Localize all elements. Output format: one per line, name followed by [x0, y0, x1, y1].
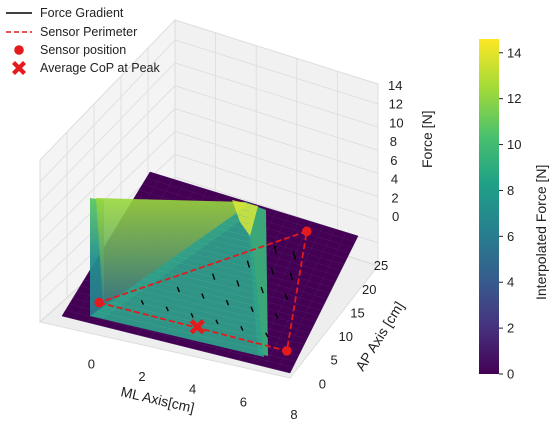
force-gradient-arrow-1 — [165, 306, 169, 312]
x-axis-ticks: 0 2 4 6 8 — [88, 356, 298, 422]
average-cop-marker — [189, 319, 205, 335]
x-tick-label: 6 — [240, 394, 247, 409]
force-gradient-arrow-10 — [274, 313, 279, 319]
z-tick-label: 14 — [388, 78, 402, 93]
sensor-dot-S3 — [301, 226, 312, 237]
x-tick-label: 8 — [290, 407, 297, 422]
colorbar-tick-label: 2 — [507, 321, 514, 336]
z-tick-label: 6 — [390, 153, 397, 168]
z-tick-label: 8 — [390, 134, 397, 149]
pane-gridlines — [39, 32, 379, 323]
legend-dot-icon — [14, 45, 24, 55]
cop-x-stroke-b — [189, 319, 205, 335]
z-axis-label: Force [N] — [419, 110, 435, 168]
colorbar-tick-label: 12 — [507, 91, 521, 106]
force-gradient-marks — [140, 245, 296, 338]
colorbar-tick-label: 4 — [507, 275, 514, 290]
colorbar-tick-label: 0 — [507, 367, 514, 382]
colorbar-tick-label: 6 — [507, 229, 514, 244]
force-gradient-arrow-12 — [236, 280, 240, 287]
force-gradient-arrow-18 — [273, 245, 278, 254]
surface-highlight — [232, 200, 258, 236]
force-gradient-arrow-9 — [250, 306, 254, 313]
force-gradient-arrow-5 — [265, 332, 269, 338]
z-tick-label: 10 — [389, 115, 403, 130]
force-gradient-arrow-14 — [284, 293, 289, 301]
y-tick-label: 10 — [339, 329, 353, 344]
sensor-dot-S1 — [94, 297, 104, 308]
surface-mesh-lines — [96, 209, 264, 351]
y-tick-label: 20 — [362, 282, 376, 297]
force-gradient-arrow-13 — [260, 286, 264, 294]
y-tick-label: 25 — [374, 258, 388, 273]
colorbar-tick-label: 10 — [507, 137, 521, 152]
force-gradient-arrow-2 — [190, 313, 194, 318]
force-gradient-arrow-11 — [211, 273, 216, 280]
colorbar-gradient — [479, 39, 499, 374]
force-gradient-arrow-15 — [246, 260, 251, 268]
y-tick-label: 15 — [350, 305, 364, 320]
force-gradient-arrow-0 — [140, 300, 145, 305]
legend: Force Gradient Sensor Perimeter Sensor p… — [6, 6, 161, 75]
sensor-perimeter-line — [96, 229, 308, 352]
legend-label-force-gradient: Force Gradient — [40, 6, 124, 20]
legend-label-sensor-perimeter: Sensor Perimeter — [40, 25, 137, 39]
force-gradient-arrow-3 — [215, 319, 219, 325]
z-tick-label: 2 — [391, 190, 398, 205]
colorbar-ticks: 0 2 4 6 8 10 12 14 — [499, 45, 521, 382]
sensor-dot-S2 — [282, 346, 292, 356]
force-gradient-arrow-4 — [240, 326, 244, 331]
y-tick-label: 0 — [319, 376, 326, 391]
x-tick-label: 0 — [88, 356, 95, 371]
force-gradient-arrow-16 — [270, 267, 274, 275]
force-gradient-arrow-8 — [225, 299, 230, 306]
legend-x-icon — [12, 61, 26, 75]
sensor-perimeter — [96, 229, 308, 352]
colorbar: 0 2 4 6 8 10 12 14 Interpolated Force [N] — [479, 39, 549, 382]
legend-label-sensor-position: Sensor position — [40, 43, 126, 57]
sensor-positions — [94, 226, 312, 356]
z-tick-label: 12 — [389, 97, 403, 112]
z-tick-label: 4 — [391, 172, 398, 187]
z-tick-label: 0 — [392, 209, 399, 224]
force-gradient-arrow-6 — [176, 286, 180, 293]
force-gradient-arrow-7 — [201, 293, 205, 299]
colorbar-tick-label: 8 — [507, 183, 514, 198]
y-tick-label: 5 — [330, 353, 337, 368]
force-gradient-arrow-19 — [292, 251, 296, 260]
force-gradient-arrow-17 — [289, 272, 294, 281]
colorbar-tick-label: 14 — [507, 45, 521, 60]
x-tick-label: 2 — [138, 369, 145, 384]
x-axis-label: ML Axis[cm] — [119, 383, 196, 415]
colorbar-label: Interpolated Force [N] — [533, 165, 549, 300]
legend-label-average-cop: Average CoP at Peak — [40, 61, 161, 75]
x-tick-label: 4 — [189, 382, 196, 397]
z-axis-ticks: 0 2 4 6 8 10 12 14 — [388, 78, 404, 224]
